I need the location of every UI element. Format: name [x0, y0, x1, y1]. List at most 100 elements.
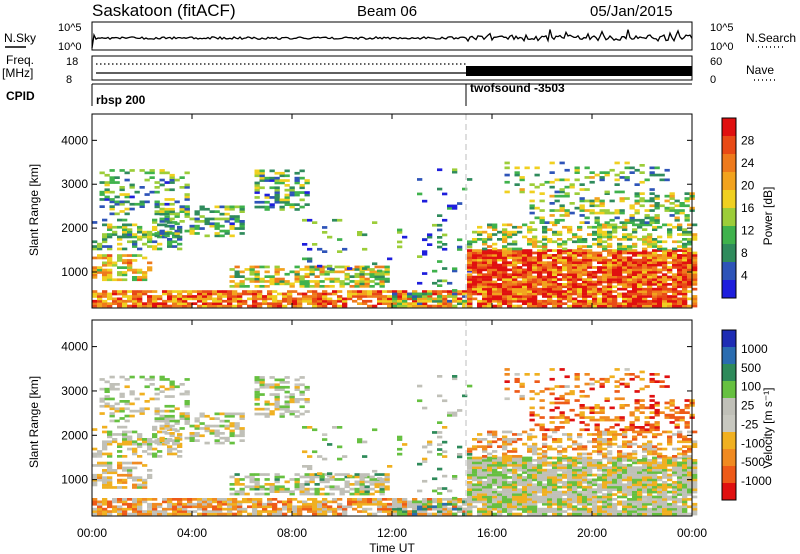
- power-echo-cell: [472, 270, 478, 274]
- vel-echo-cell: [202, 507, 208, 511]
- vel-echo-cell: [682, 481, 688, 484]
- power-echo-cell: [487, 290, 493, 293]
- vel-echo-cell: [349, 483, 355, 486]
- vel-echo-cell: [152, 505, 158, 509]
- vel-echo-cell: [582, 510, 588, 513]
- power-echo-cell: [427, 233, 433, 237]
- vel-echo-cell: [572, 481, 578, 484]
- vel-echo-cell: [122, 440, 128, 444]
- vel-echo-cell: [354, 475, 360, 479]
- power-echo-cell: [322, 290, 328, 293]
- power-echo-cell: [649, 209, 655, 212]
- vel-echo-cell: [487, 463, 493, 467]
- vel-echo-cell: [112, 486, 118, 489]
- power-echo-cell: [592, 275, 598, 279]
- power-echo-cell: [552, 292, 558, 296]
- power-echo-cell: [294, 270, 300, 274]
- power-echo-cell: [517, 280, 523, 284]
- power-echo-cell: [272, 297, 278, 301]
- vel-echo-cell: [289, 410, 295, 413]
- vel-echo-cell: [274, 478, 280, 481]
- power-echo-cell: [612, 304, 618, 308]
- power-echo-cell: [559, 178, 565, 182]
- vel-echo-cell: [234, 478, 240, 481]
- power-echo-cell: [577, 263, 583, 267]
- power-echo-cell: [557, 270, 563, 274]
- power-echo-cell: [542, 287, 548, 291]
- vel-echo-cell: [562, 498, 568, 501]
- vel-echo-cell: [537, 456, 543, 460]
- power-echo-cell: [622, 263, 628, 267]
- power-echo-cell: [329, 280, 335, 283]
- vel-echo-cell: [402, 500, 408, 504]
- vel-echo-cell: [359, 478, 365, 481]
- vel-echo-cell: [397, 438, 403, 441]
- power-echo-cell: [102, 276, 108, 279]
- vel-echo-cell: [447, 512, 453, 516]
- power-echo-cell: [357, 297, 363, 301]
- power-echo-cell: [157, 295, 163, 298]
- power-echo-cell: [162, 299, 168, 303]
- power-echo-cell: [177, 247, 183, 251]
- power-echo-cell: [682, 270, 688, 274]
- power-echo-cell: [119, 193, 125, 196]
- power-echo-cell: [582, 295, 588, 298]
- vel-echo-cell: [162, 512, 168, 516]
- vel-echo-cell: [572, 456, 578, 460]
- power-echo-cell: [284, 196, 290, 199]
- vel-echo-cell: [617, 461, 623, 465]
- vel-echo-cell: [517, 456, 523, 460]
- colorbar-swatch: [722, 208, 736, 227]
- power-echo-cell: [284, 272, 290, 276]
- vel-echo-cell: [322, 457, 328, 461]
- power-echo-cell: [324, 277, 330, 281]
- vel-echo-cell: [132, 430, 138, 434]
- power-echo-cell: [659, 173, 665, 177]
- power-echo-cell: [302, 243, 308, 246]
- vel-echo-cell: [387, 502, 393, 506]
- vel-echo-cell: [254, 483, 260, 486]
- power-echo-cell: [347, 290, 353, 293]
- vel-echo-cell: [582, 473, 588, 477]
- power-echo-cell: [304, 191, 310, 194]
- power-echo-cell: [354, 282, 360, 286]
- power-echo-cell: [552, 278, 558, 281]
- vel-echo-cell: [532, 485, 538, 489]
- vel-echo-cell: [527, 512, 533, 516]
- power-echo-cell: [652, 287, 658, 291]
- vel-echo-cell: [332, 510, 338, 513]
- power-echo-cell: [627, 283, 633, 286]
- vel-echo-cell: [687, 461, 693, 465]
- power-echo-cell: [687, 223, 693, 227]
- power-echo-cell: [362, 302, 368, 305]
- vel-echo-cell: [184, 378, 190, 381]
- vel-echo-cell: [587, 456, 593, 460]
- power-echo-cell: [147, 290, 153, 293]
- vel-echo-cell: [477, 466, 483, 469]
- power-echo-cell: [594, 211, 600, 215]
- power-echo-cell: [517, 295, 523, 298]
- power-echo-cell: [547, 240, 553, 244]
- vel-echo-cell: [487, 485, 493, 489]
- vel-echo-cell: [112, 433, 118, 436]
- power-echo-cell: [632, 287, 638, 291]
- power-echo-cell: [502, 230, 508, 234]
- power-echo-cell: [602, 225, 608, 229]
- vel-echo-cell: [692, 502, 698, 506]
- power-echo-cell: [107, 273, 113, 277]
- power-echo-cell: [229, 268, 235, 271]
- vel-echo-cell: [132, 486, 138, 489]
- power-echo-cell: [614, 178, 620, 182]
- vel-echo-cell: [279, 407, 285, 411]
- power-echo-cell: [297, 302, 303, 305]
- power-echo-cell: [612, 275, 618, 279]
- vel-echo-cell: [284, 385, 290, 389]
- vel-echo-cell: [317, 502, 323, 506]
- vel-echo-cell: [427, 500, 433, 504]
- vel-echo-cell: [147, 512, 153, 516]
- power-echo-cell: [642, 299, 648, 303]
- power-echo-cell: [602, 278, 608, 281]
- vel-echo-cell: [492, 500, 498, 504]
- vel-echo-cell: [124, 402, 130, 406]
- vel-echo-cell: [122, 502, 128, 506]
